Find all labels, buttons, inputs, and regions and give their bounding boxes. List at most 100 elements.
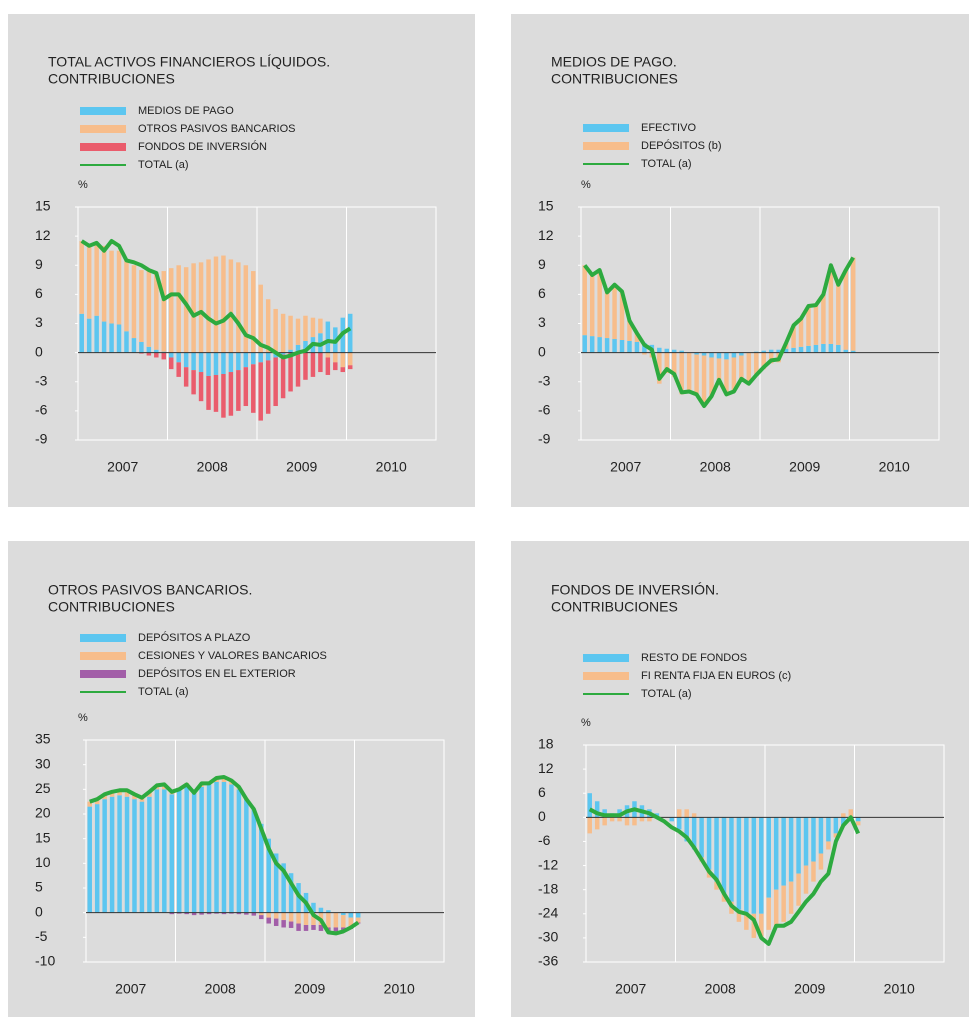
bar-segment [265, 352, 271, 361]
bar-segment [669, 817, 675, 822]
bar-segment [333, 912, 339, 928]
legend-swatch [80, 143, 126, 151]
y-axis-unit: % [581, 717, 591, 729]
bar-segment [221, 373, 226, 418]
legend-label: OTROS PASIVOS BANCARIOS [138, 123, 296, 135]
bar-segment [676, 817, 682, 830]
bar-segment [94, 244, 99, 316]
bar-segment [258, 352, 263, 363]
y-tick-label: 35 [35, 731, 51, 747]
bar-segment [781, 817, 786, 886]
bar-segment [657, 347, 662, 353]
bar-segment [736, 909, 742, 922]
y-tick-label: 12 [538, 760, 554, 776]
bar-segment [612, 339, 617, 353]
bar-segment [131, 265, 137, 339]
bar-segment [259, 823, 264, 913]
bar-segment [94, 804, 100, 913]
bar-segment [754, 352, 759, 376]
chart-title: TOTAL ACTIVOS FINANCIEROS LÍQUIDOS. [48, 54, 330, 70]
bar-segment [198, 372, 204, 402]
legend-swatch [583, 124, 629, 132]
bar-segment [325, 352, 331, 358]
bar-segment [589, 274, 595, 337]
legend-label: TOTAL (a) [138, 686, 189, 698]
bar-segment [116, 250, 122, 325]
bar-segment [236, 352, 241, 371]
bar-segment [783, 348, 789, 353]
bar-segment [168, 268, 174, 353]
bar-segment [347, 313, 353, 353]
bar-segment [228, 259, 234, 353]
y-tick-label: 12 [538, 227, 554, 243]
chart-title: CONTRIBUCIONES [48, 71, 175, 87]
x-tick-label: 2010 [884, 981, 915, 997]
bar-segment [751, 913, 757, 938]
bar-segment [124, 331, 129, 353]
x-tick-label: 2009 [789, 459, 820, 475]
bar-segment [318, 925, 324, 931]
bar-segment [228, 372, 234, 416]
bar-segment [684, 817, 689, 842]
bar-segment [303, 352, 308, 380]
bar-segment [221, 352, 226, 374]
bar-segment [634, 333, 640, 342]
bar-segment [318, 318, 323, 334]
bar-segment [243, 367, 249, 407]
y-axis-unit: % [78, 179, 88, 191]
bar-segment [609, 817, 615, 822]
x-tick-label: 2010 [879, 459, 910, 475]
bar-segment [221, 912, 227, 915]
y-tick-label: 25 [35, 780, 51, 796]
bar-segment [221, 781, 227, 913]
bar-segment [311, 912, 316, 925]
bar-segment [828, 265, 834, 344]
bar-segment [154, 272, 159, 350]
bar-segment [184, 912, 189, 915]
y-tick-label: 15 [35, 198, 51, 214]
bar-segment [604, 338, 610, 353]
bar-segment [333, 927, 339, 932]
bar-segment [729, 817, 734, 902]
bar-segment [813, 305, 819, 345]
bar-segment [273, 918, 279, 926]
bar-segment [818, 817, 824, 854]
bar-segment [833, 817, 839, 834]
x-tick-label: 2007 [610, 459, 641, 475]
bar-segment [766, 817, 771, 898]
bar-segment [736, 817, 742, 910]
bar-segment [146, 346, 152, 353]
bar-segment [273, 308, 278, 353]
panel-background [8, 14, 475, 507]
chart-title: FONDOS DE INVERSIÓN. [551, 582, 719, 598]
bar-segment [642, 352, 647, 355]
bar-segment [139, 270, 144, 342]
bar-segment [325, 321, 331, 353]
bar-segment [582, 335, 587, 353]
bar-segment [101, 245, 107, 322]
bar-segment [132, 794, 137, 800]
total-line [89, 775, 360, 936]
bar-segment [843, 349, 849, 353]
bar-segment [781, 885, 786, 922]
bar-segment [341, 915, 346, 928]
bar-segment [288, 921, 294, 928]
y-tick-label: 9 [538, 256, 546, 272]
total-line [80, 239, 352, 360]
bar-segment [627, 320, 632, 341]
bar-segment [744, 817, 749, 914]
legend-label: TOTAL (a) [641, 158, 692, 170]
legend-swatch [583, 654, 629, 662]
bar-segment [836, 344, 841, 353]
bar-segment [582, 265, 587, 336]
bar-segment [761, 350, 766, 353]
bar-segment [251, 352, 256, 365]
bar-segment [594, 817, 600, 830]
bar-segment [258, 284, 263, 353]
bar-segment [813, 344, 819, 353]
bar-segment [281, 920, 286, 928]
bar-segment [604, 292, 610, 339]
bar-segment [280, 352, 286, 355]
bar-segment [311, 902, 316, 913]
legend-label: DEPÓSITOS A PLAZO [138, 631, 251, 644]
